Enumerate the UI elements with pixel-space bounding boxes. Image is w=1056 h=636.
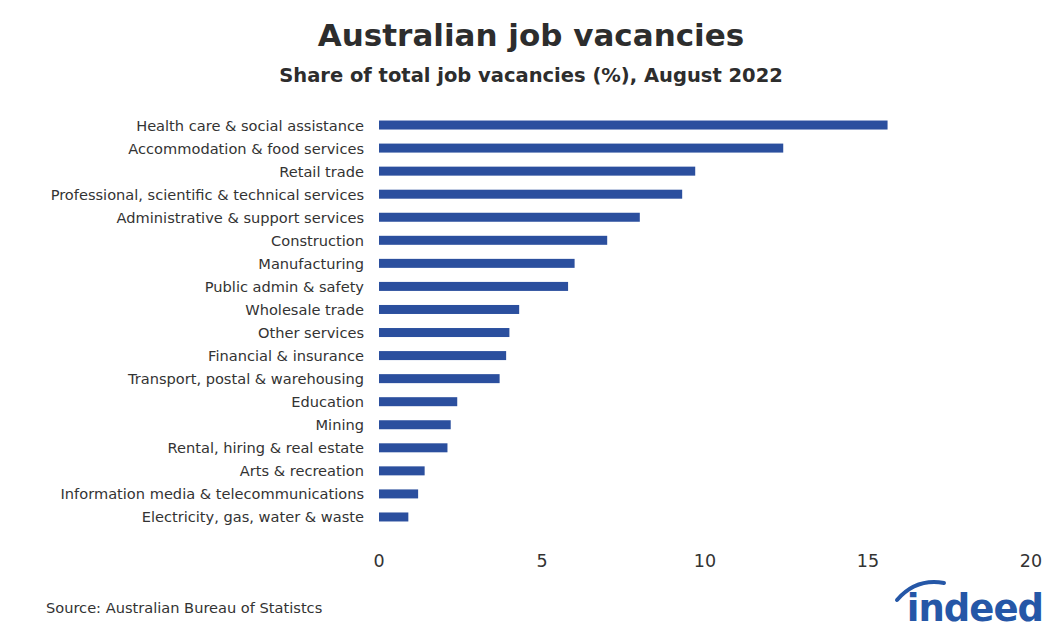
bar	[379, 328, 509, 337]
category-label: Arts & recreation	[240, 462, 364, 479]
bar	[379, 466, 425, 475]
category-label: Rental, hiring & real estate	[168, 439, 365, 456]
bar	[379, 190, 682, 199]
bar	[379, 213, 640, 222]
title: Australian job vacancies	[318, 17, 744, 53]
bar	[379, 512, 408, 521]
bar	[379, 144, 783, 153]
bar	[379, 121, 888, 130]
bar	[379, 397, 457, 406]
bar	[379, 259, 575, 268]
category-label: Wholesale trade	[245, 301, 364, 318]
category-label: Health care & social assistance	[136, 117, 364, 134]
category-label: Accommodation & food services	[128, 140, 364, 157]
bar	[379, 351, 506, 360]
category-label: Administrative & support services	[117, 209, 364, 226]
tick-label: 15	[857, 551, 879, 571]
category-label: Manufacturing	[258, 255, 364, 272]
bars	[379, 121, 888, 522]
subtitle: Share of total job vacancies (%), August…	[279, 64, 783, 87]
category-label: Mining	[316, 416, 364, 433]
category-label: Financial & insurance	[208, 347, 364, 364]
category-label: Education	[291, 393, 364, 410]
category-label: Electricity, gas, water & waste	[142, 508, 364, 525]
bar	[379, 282, 568, 291]
category-label: Information media & telecommunications	[61, 485, 364, 502]
bar	[379, 236, 607, 245]
tick-label: 10	[694, 551, 716, 571]
category-label: Construction	[271, 232, 364, 249]
tick-label: 0	[373, 551, 384, 571]
category-label: Transport, postal & warehousing	[127, 370, 364, 387]
category-label: Professional, scientific & technical ser…	[51, 186, 364, 203]
bar	[379, 374, 500, 383]
bar	[379, 167, 695, 176]
category-label: Retail trade	[279, 163, 364, 180]
source: Source: Australian Bureau of Statistcs	[46, 599, 322, 616]
category-label: Other services	[258, 324, 364, 341]
chart: Australian job vacancies Share of total j…	[0, 0, 1056, 636]
tick-label: 5	[536, 551, 547, 571]
category-label: Public admin & safety	[205, 278, 365, 295]
bar	[379, 489, 418, 498]
tick-label: 20	[1020, 551, 1042, 571]
bar	[379, 443, 447, 452]
bar	[379, 420, 451, 429]
logo: indeed	[907, 587, 1043, 630]
bar	[379, 305, 519, 314]
